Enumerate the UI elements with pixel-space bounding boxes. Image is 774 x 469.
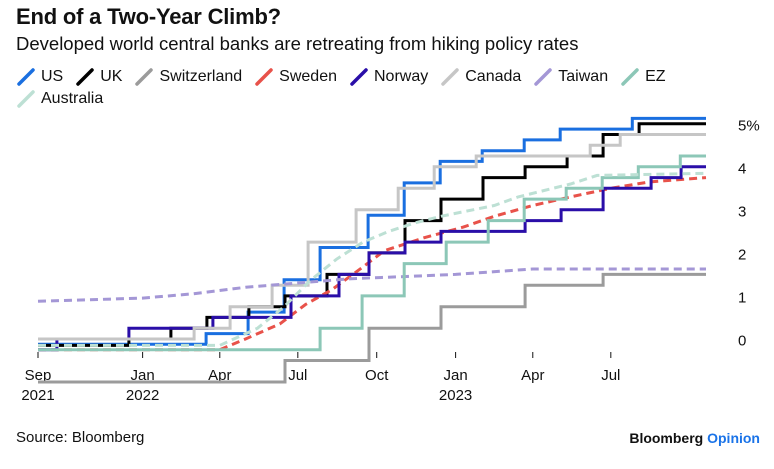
legend-label: Canada <box>465 68 522 85</box>
legend-label: UK <box>100 68 123 85</box>
legend-item-australia: Australia <box>16 88 103 110</box>
legend-swatch <box>255 68 273 86</box>
legend-label: Australia <box>41 90 104 107</box>
x-tick-label: Apr <box>208 367 231 384</box>
legend-swatch <box>534 68 553 86</box>
chart-subtitle: Developed world central banks are retrea… <box>16 33 579 54</box>
legend-item-taiwan: Taiwan <box>533 66 608 88</box>
series-line-ez <box>38 154 706 352</box>
legend-item-canada: Canada <box>440 66 521 88</box>
brand-logo: Bloomberg Opinion <box>629 430 760 446</box>
y-tick-label: 5% <box>738 118 760 135</box>
x-tick-label: Oct <box>365 367 389 384</box>
legend-label: EZ <box>645 68 666 85</box>
x-tick-label: Sep <box>25 367 52 384</box>
legend-label: Sweden <box>279 68 337 85</box>
series-line-sweden <box>38 176 707 352</box>
legend-swatch <box>350 68 368 86</box>
series-line-taiwan <box>37 267 706 303</box>
series-line-canada <box>38 133 706 341</box>
legend-item-sweden: Sweden <box>254 66 337 88</box>
legend-label: Taiwan <box>558 68 609 85</box>
x-tick-label: Jul <box>601 367 620 384</box>
y-tick-label: 0 <box>738 333 746 350</box>
legend-item-norway: Norway <box>349 66 428 88</box>
x-tick-label: Jan <box>131 367 155 384</box>
y-tick-label: 4 <box>738 161 746 178</box>
legend-swatch <box>17 68 35 86</box>
legend-label: Norway <box>374 68 429 85</box>
series-line-norway <box>38 165 706 352</box>
x-tick-year: 2022 <box>126 387 159 404</box>
series-line-australia <box>38 171 707 347</box>
legend-item-ez: EZ <box>620 66 666 88</box>
legend-swatch <box>76 68 94 86</box>
legend-item-us: US <box>16 66 63 88</box>
series-line-switzerland <box>38 272 706 384</box>
brand-sub: Opinion <box>707 430 760 446</box>
legend-item-switzerland: Switzerland <box>134 66 242 88</box>
y-tick-label: 1 <box>738 290 746 307</box>
legend-label: Switzerland <box>159 68 243 85</box>
source-note: Source: Bloomberg <box>16 429 145 446</box>
series-line-us <box>38 116 706 346</box>
legend-swatch <box>17 90 35 108</box>
legend-swatch <box>621 68 639 86</box>
x-tick-label: Apr <box>521 367 544 384</box>
x-tick-label: Jan <box>444 367 468 384</box>
legend-swatch <box>441 68 459 86</box>
chart-title: End of a Two-Year Climb? <box>16 4 281 29</box>
chart-legend: US UK Switzerland Sweden Norway Canada Taiwan E… <box>16 66 736 110</box>
brand-main: Bloomberg <box>629 430 704 446</box>
x-tick-year: 2021 <box>21 387 54 404</box>
x-tick-year: 2023 <box>439 387 472 404</box>
legend-item-uk: UK <box>75 66 122 88</box>
x-tick-label: Jul <box>288 367 307 384</box>
y-tick-label: 2 <box>738 247 746 264</box>
y-tick-label: 3 <box>738 204 746 221</box>
series-line-uk <box>38 122 706 347</box>
legend-label: US <box>41 68 64 85</box>
legend-swatch <box>135 68 154 86</box>
